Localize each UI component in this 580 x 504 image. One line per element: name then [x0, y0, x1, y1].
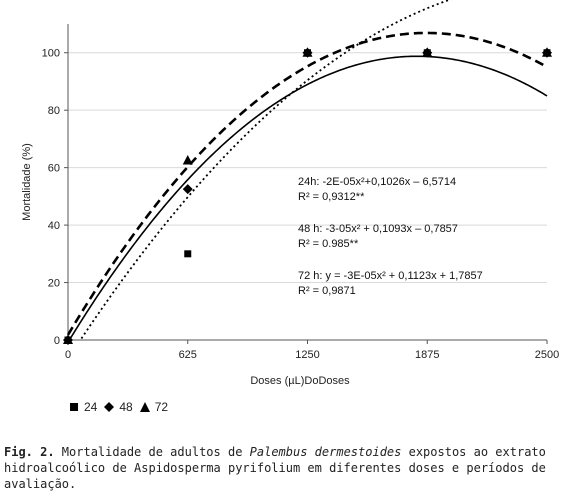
- fit-lines: [66, 0, 548, 340]
- legend-item-48: 48: [103, 400, 133, 414]
- legend-label-72: 72: [154, 400, 169, 414]
- y-tick-label-80: 80: [48, 105, 60, 117]
- data-point-48-625: [182, 184, 193, 195]
- figure-caption: Fig. 2. Mortalidade de adultos de Palemb…: [4, 444, 576, 492]
- x-tick-label-1250: 1250: [295, 349, 319, 361]
- y-tick-label-100: 100: [42, 48, 60, 60]
- fit-line-24: [80, 0, 452, 340]
- equation-24h: 24h: -2E-05x²+0,1026x – 6,5714: [298, 176, 456, 188]
- data-point-72-1875: [422, 47, 433, 57]
- caption-label: Fig. 2.: [4, 445, 55, 459]
- y-axis-label: Mortalidade (%): [21, 143, 33, 221]
- y-tick-label-60: 60: [48, 163, 60, 175]
- legend-label-24: 24: [84, 400, 98, 414]
- legend-label-48: 48: [119, 400, 133, 414]
- x-tick-label-625: 625: [179, 349, 197, 361]
- caption-text-before: Mortalidade de adultos de: [54, 445, 250, 459]
- equation-annotations: 24h: -2E-05x²+0,1026x – 6,5714 R² = 0,93…: [298, 176, 483, 297]
- x-tick-label-2500: 2500: [535, 349, 559, 361]
- data-point-24-625: [184, 250, 192, 258]
- r2-48h: R² = 0.985**: [298, 238, 359, 250]
- legend-item-24: 24: [68, 400, 97, 414]
- y-tick-label-20: 20: [48, 278, 60, 290]
- square-marker-icon: [68, 401, 80, 413]
- legend-item-72: 72: [139, 400, 168, 414]
- chart: 0 20 40 60 80 100 0 625 1250 1875 2500 Doses (µL)D…: [21, 0, 560, 387]
- x-tick-label-0: 0: [65, 349, 71, 361]
- x-tick-label-1875: 1875: [415, 349, 439, 361]
- legend: 24 48 72: [68, 400, 174, 414]
- tick-labels: 0 20 40 60 80 100 0 625 1250 1875 2500: [42, 48, 560, 361]
- equation-48h: 48 h: -3-05x² + 0,1093x – 0,7857: [298, 223, 458, 235]
- fit-line-72: [66, 31, 548, 336]
- data-points: [63, 47, 552, 345]
- equation-72h: 72 h: y = -3E-05x² + 0,1123x + 1,7857: [298, 270, 483, 282]
- data-point-72-625: [182, 154, 193, 165]
- fit-line-48: [69, 55, 548, 340]
- data-point-72-1250: [302, 47, 313, 57]
- r2-24h: R² = 0,9312**: [298, 191, 365, 203]
- caption-species: Palembus dermestoides: [249, 445, 402, 459]
- y-tick-label-0: 0: [54, 335, 60, 347]
- triangle-marker-icon: [139, 401, 151, 413]
- x-axis-label: Doses (µL)DoDoses: [250, 375, 350, 387]
- diamond-marker-icon: [103, 401, 115, 413]
- data-point-72-0: [63, 334, 73, 344]
- data-point-72-2500: [542, 47, 552, 57]
- y-tick-label-40: 40: [48, 220, 60, 232]
- caption-text-after: expostos ao extrato hidroalcoólico de As…: [4, 445, 546, 491]
- r2-72h: R² = 0,9871: [298, 285, 356, 297]
